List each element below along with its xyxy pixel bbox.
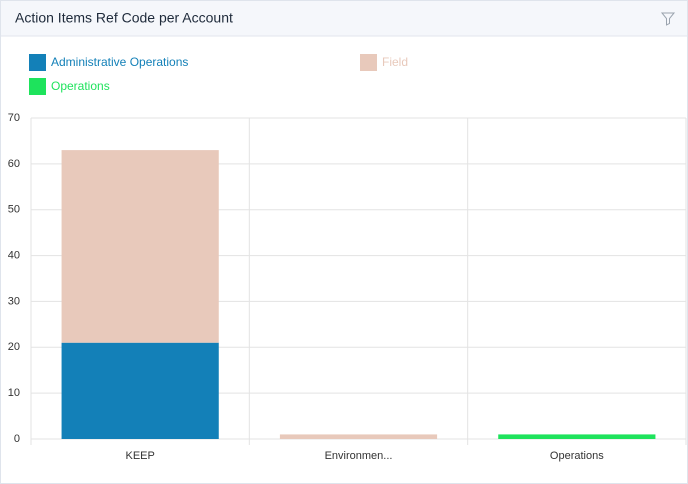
legend-swatch [29, 78, 46, 95]
chart-title: Action Items Ref Code per Account [15, 10, 233, 26]
bar-segment [498, 434, 656, 439]
bar-segment [61, 150, 219, 343]
filter-icon[interactable] [660, 12, 676, 26]
y-tick-label: 10 [8, 387, 20, 399]
x-tick-label: Operations [550, 450, 604, 462]
card-header [1, 1, 687, 36]
legend-swatch [360, 54, 377, 71]
bar-segment [61, 342, 219, 439]
legend-label: Field [382, 55, 408, 69]
x-tick-label: KEEP [125, 450, 154, 462]
legend-label: Administrative Operations [51, 55, 188, 69]
y-tick-label: 60 [8, 158, 20, 170]
y-tick-label: 70 [8, 112, 20, 124]
y-tick-label: 0 [14, 433, 20, 445]
y-tick-label: 30 [8, 295, 20, 307]
bar-segment [279, 434, 438, 439]
y-tick-label: 20 [8, 341, 20, 353]
legend-label: Operations [51, 79, 110, 93]
legend-swatch [29, 54, 46, 71]
y-tick-label: 40 [8, 249, 20, 261]
x-tick-label: Environmen... [325, 450, 393, 462]
y-tick-label: 50 [8, 204, 20, 216]
